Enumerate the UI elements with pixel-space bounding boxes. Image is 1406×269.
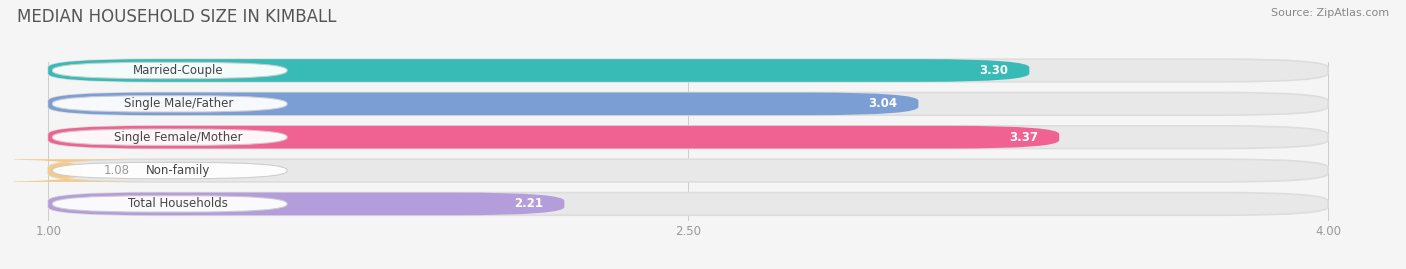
Text: Total Households: Total Households (128, 197, 228, 210)
FancyBboxPatch shape (52, 62, 287, 79)
FancyBboxPatch shape (48, 93, 918, 115)
FancyBboxPatch shape (48, 59, 1029, 82)
Text: 2.21: 2.21 (515, 197, 543, 210)
Text: 3.04: 3.04 (868, 97, 897, 110)
FancyBboxPatch shape (0, 159, 155, 182)
Text: Married-Couple: Married-Couple (134, 64, 224, 77)
FancyBboxPatch shape (48, 159, 1327, 182)
FancyBboxPatch shape (52, 129, 287, 145)
Text: MEDIAN HOUSEHOLD SIZE IN KIMBALL: MEDIAN HOUSEHOLD SIZE IN KIMBALL (17, 8, 336, 26)
Text: Non-family: Non-family (146, 164, 211, 177)
Text: Single Male/Father: Single Male/Father (124, 97, 233, 110)
Text: Source: ZipAtlas.com: Source: ZipAtlas.com (1271, 8, 1389, 18)
FancyBboxPatch shape (52, 196, 287, 212)
FancyBboxPatch shape (48, 193, 1327, 215)
FancyBboxPatch shape (52, 162, 287, 179)
FancyBboxPatch shape (48, 193, 564, 215)
FancyBboxPatch shape (48, 126, 1327, 148)
FancyBboxPatch shape (52, 96, 287, 112)
Text: 3.30: 3.30 (979, 64, 1008, 77)
FancyBboxPatch shape (48, 59, 1327, 82)
Text: 3.37: 3.37 (1010, 131, 1038, 144)
FancyBboxPatch shape (48, 93, 1327, 115)
Text: Single Female/Mother: Single Female/Mother (114, 131, 243, 144)
Text: 1.08: 1.08 (104, 164, 129, 177)
FancyBboxPatch shape (48, 126, 1059, 148)
